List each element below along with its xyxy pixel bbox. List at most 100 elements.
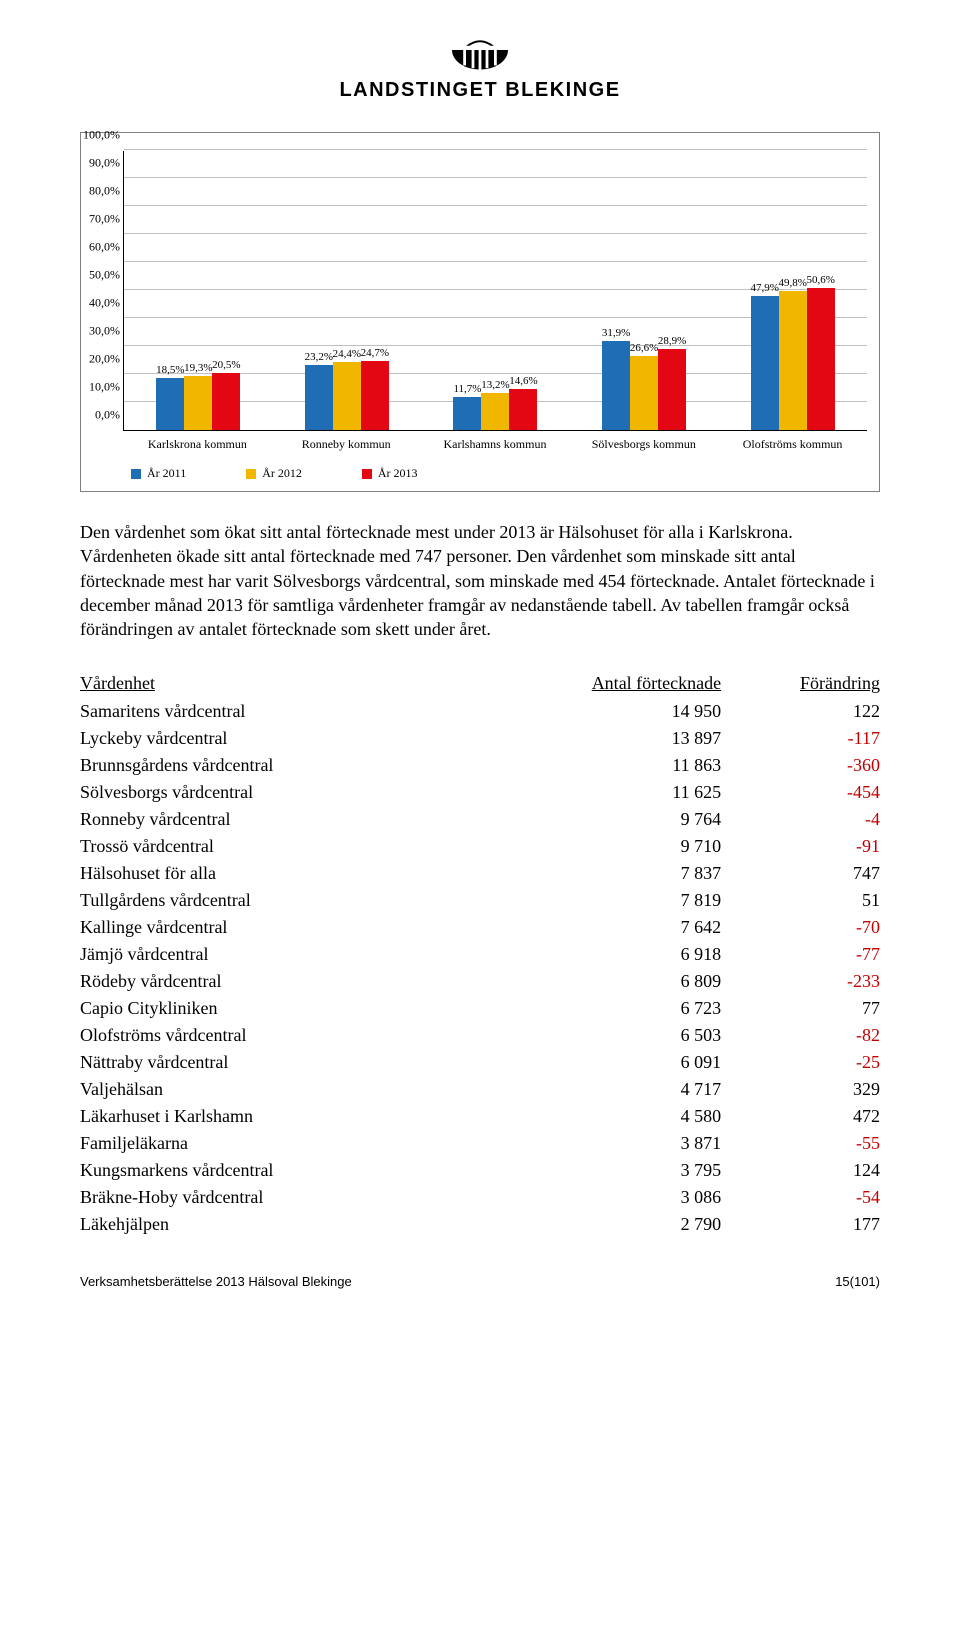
bar-value-label: 24,7% (361, 347, 389, 359)
bar (453, 397, 481, 430)
bar (807, 288, 835, 430)
bar-value-label: 49,8% (778, 277, 806, 289)
y-axis-tick: 80,0% (76, 184, 120, 199)
table-row: Rödeby vårdcentral6 809-233 (80, 968, 880, 995)
table-cell: Jämjö vårdcentral (80, 941, 464, 968)
table-cell: -70 (721, 914, 880, 941)
table-row: Nättraby vårdcentral6 091-25 (80, 1049, 880, 1076)
table-cell: Sölvesborgs vårdcentral (80, 779, 464, 806)
footer-left: Verksamhetsberättelse 2013 Hälsoval Blek… (80, 1274, 352, 1289)
table-cell: 177 (721, 1211, 880, 1238)
bar-value-label: 13,2% (481, 379, 509, 391)
table-cell: 3 871 (464, 1130, 721, 1157)
page-footer: Verksamhetsberättelse 2013 Hälsoval Blek… (80, 1274, 880, 1289)
table-cell: 3 795 (464, 1157, 721, 1184)
bar-chart: 0,0%10,0%20,0%30,0%40,0%50,0%60,0%70,0%8… (80, 132, 880, 492)
bar-value-label: 11,7% (453, 383, 481, 395)
bar-value-label: 14,6% (509, 375, 537, 387)
y-axis-tick: 100,0% (76, 128, 120, 143)
table-cell: Samaritens vårdcentral (80, 698, 464, 725)
bar (509, 389, 537, 430)
table-cell: Rödeby vårdcentral (80, 968, 464, 995)
table-row: Trossö vårdcentral9 710-91 (80, 833, 880, 860)
y-axis-tick: 90,0% (76, 156, 120, 171)
table-cell: -360 (721, 752, 880, 779)
table-row: Olofströms vårdcentral6 503-82 (80, 1022, 880, 1049)
table-cell: -233 (721, 968, 880, 995)
legend-label: År 2012 (262, 466, 302, 481)
table-cell: Capio Citykliniken (80, 995, 464, 1022)
table-cell: 4 717 (464, 1076, 721, 1103)
legend-label: År 2011 (147, 466, 186, 481)
table-cell: -25 (721, 1049, 880, 1076)
table-cell: -91 (721, 833, 880, 860)
legend-swatch-icon (362, 469, 372, 479)
table-row: Läkehjälpen2 790177 (80, 1211, 880, 1238)
bar-value-label: 26,6% (630, 342, 658, 354)
table-cell: Läkarhuset i Karlshamn (80, 1103, 464, 1130)
table-cell: Trossö vårdcentral (80, 833, 464, 860)
y-axis-tick: 30,0% (76, 324, 120, 339)
table-cell: -82 (721, 1022, 880, 1049)
bar (602, 341, 630, 430)
bar (361, 361, 389, 430)
table-cell: 14 950 (464, 698, 721, 725)
x-axis-label: Karlshamns kommun (428, 437, 562, 452)
table-cell: 6 091 (464, 1049, 721, 1076)
table-row: Samaritens vårdcentral14 950122 (80, 698, 880, 725)
chart-x-labels: Karlskrona kommunRonneby kommunKarlshamn… (123, 431, 867, 452)
table-row: Capio Citykliniken6 72377 (80, 995, 880, 1022)
table-body: Samaritens vårdcentral14 950122Lyckeby v… (80, 698, 880, 1238)
table-cell: Nättraby vårdcentral (80, 1049, 464, 1076)
table-row: Brunnsgårdens vårdcentral11 863-360 (80, 752, 880, 779)
y-axis-tick: 50,0% (76, 268, 120, 283)
table-cell: Familjeläkarna (80, 1130, 464, 1157)
bar (212, 373, 240, 430)
table-cell: Brunnsgårdens vårdcentral (80, 752, 464, 779)
table-cell: 6 723 (464, 995, 721, 1022)
table-row: Sölvesborgs vårdcentral11 625-454 (80, 779, 880, 806)
footer-right: 15(101) (835, 1274, 880, 1289)
table-cell: Kungsmarkens vårdcentral (80, 1157, 464, 1184)
table-column-header: Antal förtecknade (464, 669, 721, 698)
table-row: Valjehälsan4 717329 (80, 1076, 880, 1103)
table-cell: 13 897 (464, 725, 721, 752)
table-cell: 329 (721, 1076, 880, 1103)
table-cell: 747 (721, 860, 880, 887)
brand-name: LANDSTINGET BLEKINGE (80, 79, 880, 102)
y-axis-tick: 70,0% (76, 212, 120, 227)
bar (184, 376, 212, 430)
bar-group: 11,7%13,2%14,6% (429, 375, 563, 430)
table-row: Tullgårdens vårdcentral7 81951 (80, 887, 880, 914)
table-cell: 6 809 (464, 968, 721, 995)
x-axis-label: Ronneby kommun (279, 437, 413, 452)
y-axis-tick: 20,0% (76, 352, 120, 367)
y-axis-tick: 0,0% (76, 408, 120, 423)
table-cell: 9 710 (464, 833, 721, 860)
table-cell: -77 (721, 941, 880, 968)
brand-header: LANDSTINGET BLEKINGE (80, 30, 880, 102)
bar-value-label: 31,9% (602, 327, 630, 339)
table-cell: Olofströms vårdcentral (80, 1022, 464, 1049)
legend-item: År 2012 (246, 466, 302, 481)
brand-logo-icon (445, 30, 515, 70)
table-cell: Läkehjälpen (80, 1211, 464, 1238)
bar-value-label: 50,6% (806, 274, 834, 286)
legend-swatch-icon (246, 469, 256, 479)
bar (333, 362, 361, 430)
table-cell: -4 (721, 806, 880, 833)
table-cell: Hälsohuset för alla (80, 860, 464, 887)
bar-group: 47,9%49,8%50,6% (726, 274, 860, 430)
data-table: VårdenhetAntal förtecknadeFörändring Sam… (80, 669, 880, 1238)
table-cell: 3 086 (464, 1184, 721, 1211)
table-cell: 4 580 (464, 1103, 721, 1130)
table-cell: 2 790 (464, 1211, 721, 1238)
table-cell: 77 (721, 995, 880, 1022)
bar-value-label: 19,3% (184, 362, 212, 374)
legend-item: År 2011 (131, 466, 186, 481)
table-cell: 6 918 (464, 941, 721, 968)
table-cell: Lyckeby vårdcentral (80, 725, 464, 752)
bar-value-label: 28,9% (658, 335, 686, 347)
table-cell: 472 (721, 1103, 880, 1130)
bar-group: 31,9%26,6%28,9% (577, 327, 711, 430)
